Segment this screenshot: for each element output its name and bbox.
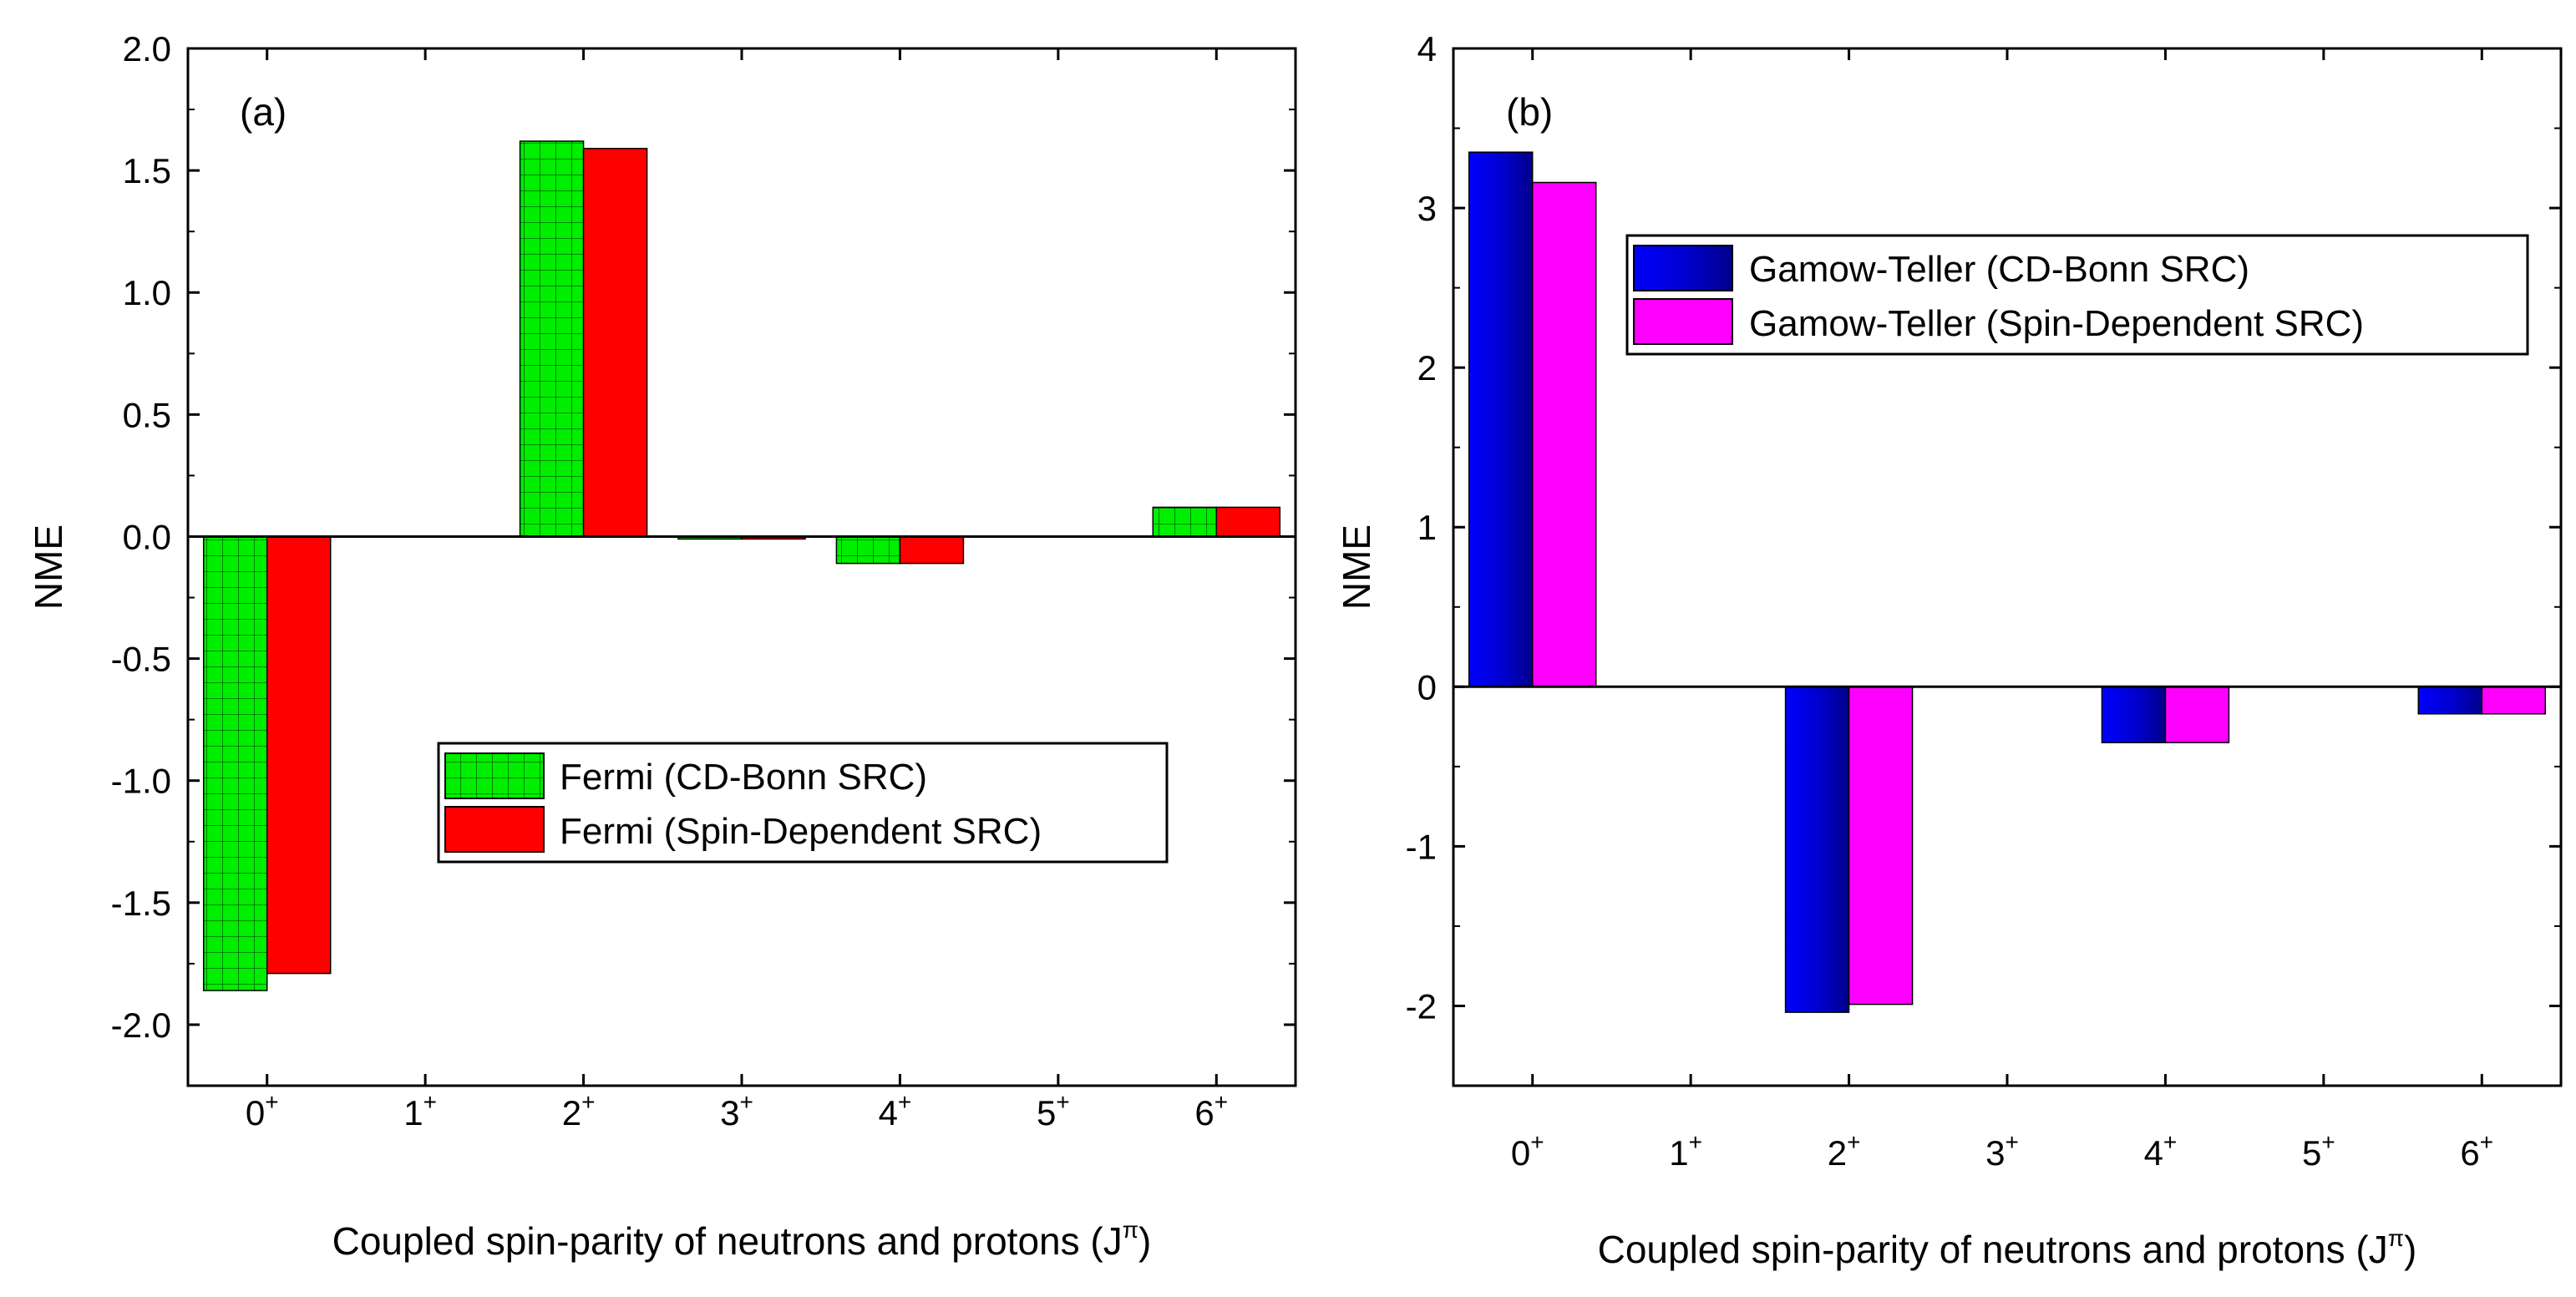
- ytick-label: 0.0: [123, 517, 171, 556]
- panel-b-gamow-teller: 4 3 2 1 0 -1 -2 0+ 1+ 2+ 3+ 4+ 5+ 6+ (b) NME Coupled…: [1335, 29, 2563, 1271]
- y-axis-a: 2.0 1.5 1.0 0.5 0.0 -0.5 -1.0 -1.5 -2.0: [111, 29, 1296, 1045]
- xtick-label: 0+: [246, 1089, 279, 1132]
- xtick-label: 4+: [879, 1089, 912, 1132]
- bar-b-s0-4: [2101, 686, 2167, 743]
- bar-b-s0-0: [1468, 151, 1534, 688]
- x-axis-title-a: Coupled spin-parity of neutrons and prot…: [332, 1217, 1152, 1263]
- xtick-label: 1+: [403, 1089, 437, 1132]
- ytick-label: -1.5: [111, 884, 171, 923]
- plot-frame-a: [186, 47, 1297, 1087]
- xtick-label: 0+: [1511, 1129, 1544, 1173]
- bar-b-s1-4: [2164, 686, 2230, 743]
- xtick-label: 4+: [2144, 1129, 2178, 1173]
- legend-swatch-gt-spin: [1633, 298, 1733, 345]
- bar-a-s0-0: [202, 535, 268, 991]
- panel-a-fermi: 2.0 1.5 1.0 0.5 0.0 -0.5 -1.0 -1.5 -2.0 0+ 1+ 2+ 3+…: [27, 29, 1297, 1263]
- legend-box-b: [1625, 234, 2529, 356]
- ytick-label: 0.5: [123, 395, 171, 434]
- bar-b-s1-0: [1531, 181, 1597, 688]
- legend-box-a: [437, 742, 1169, 864]
- ytick-label: 1: [1417, 508, 1437, 547]
- x-axis-title-b: Coupled spin-parity of neutrons and prot…: [1598, 1225, 2417, 1271]
- ytick-label: 2: [1417, 348, 1437, 388]
- legend-label-gt-cdbonn: Gamow-Teller (CD-Bonn SRC): [1749, 249, 2249, 290]
- legend-b: Gamow-Teller (CD-Bonn SRC) Gamow-Teller …: [1625, 234, 2529, 356]
- ytick-label: -1.0: [111, 762, 171, 801]
- xtick-label: 5+: [1037, 1089, 1070, 1132]
- legend-swatch-fermi-cdbonn: [444, 752, 545, 799]
- panel-label-a: (a): [240, 90, 287, 134]
- y-axis-b: 4 3 2 1 0 -1 -2: [1406, 29, 2561, 1026]
- bar-a-s1-4: [899, 535, 965, 565]
- bar-a-s1-0: [266, 535, 332, 975]
- ytick-label: 1.0: [123, 273, 171, 312]
- bar-a-s1-2: [582, 148, 648, 538]
- legend-label-fermi-cdbonn: Fermi (CD-Bonn SRC): [560, 757, 927, 798]
- bar-b-s1-2: [1848, 686, 1914, 1006]
- ytick-label: 1.5: [123, 151, 171, 190]
- legend-swatch-fermi-spin: [444, 806, 545, 853]
- legend-swatch-gt-cdbonn: [1633, 245, 1733, 291]
- xtick-label: 5+: [2302, 1129, 2335, 1173]
- bar-a-s0-4: [835, 535, 901, 565]
- ytick-label: 2.0: [123, 29, 171, 68]
- ytick-label: 0: [1417, 667, 1437, 707]
- ytick-label: 4: [1417, 29, 1437, 68]
- x-axis-a: 0+ 1+ 2+ 3+ 4+ 5+ 6+: [246, 48, 1228, 1132]
- bars-b: [1468, 151, 2547, 1013]
- x-axis-b: 0+ 1+ 2+ 3+ 4+ 5+ 6+: [1511, 48, 2493, 1173]
- bar-b-s0-2: [1784, 686, 1850, 1013]
- xtick-label: 2+: [1828, 1129, 1861, 1173]
- xtick-label: 3+: [1985, 1129, 2019, 1173]
- ytick-label: -2.0: [111, 1006, 171, 1045]
- ytick-label: -1: [1406, 827, 1437, 866]
- plot-frame-b: [1452, 47, 2563, 1087]
- xtick-label: 1+: [1669, 1129, 1702, 1173]
- bar-a-s0-2: [519, 140, 585, 538]
- bar-a-s1-6: [1215, 506, 1281, 538]
- xtick-label: 6+: [2460, 1129, 2493, 1173]
- xtick-label: 6+: [1194, 1089, 1228, 1132]
- legend-a: Fermi (CD-Bonn SRC) Fermi (Spin-Dependen…: [437, 742, 1169, 864]
- bar-b-s1-6: [2481, 686, 2547, 715]
- ytick-label: 3: [1417, 189, 1437, 228]
- legend-label-gt-spin: Gamow-Teller (Spin-Dependent SRC): [1749, 303, 2364, 344]
- bar-b-s0-6: [2417, 686, 2483, 715]
- xtick-label: 3+: [720, 1089, 753, 1132]
- bar-a-s0-6: [1152, 506, 1218, 538]
- panel-label-b: (b): [1506, 90, 1553, 134]
- y-axis-title-b: NME: [1335, 524, 1378, 610]
- legend-label-fermi-spin: Fermi (Spin-Dependent SRC): [560, 811, 1042, 852]
- ytick-label: -0.5: [111, 640, 171, 679]
- xtick-label: 2+: [562, 1089, 596, 1132]
- ytick-label: -2: [1406, 986, 1437, 1026]
- y-axis-title-a: NME: [27, 524, 70, 610]
